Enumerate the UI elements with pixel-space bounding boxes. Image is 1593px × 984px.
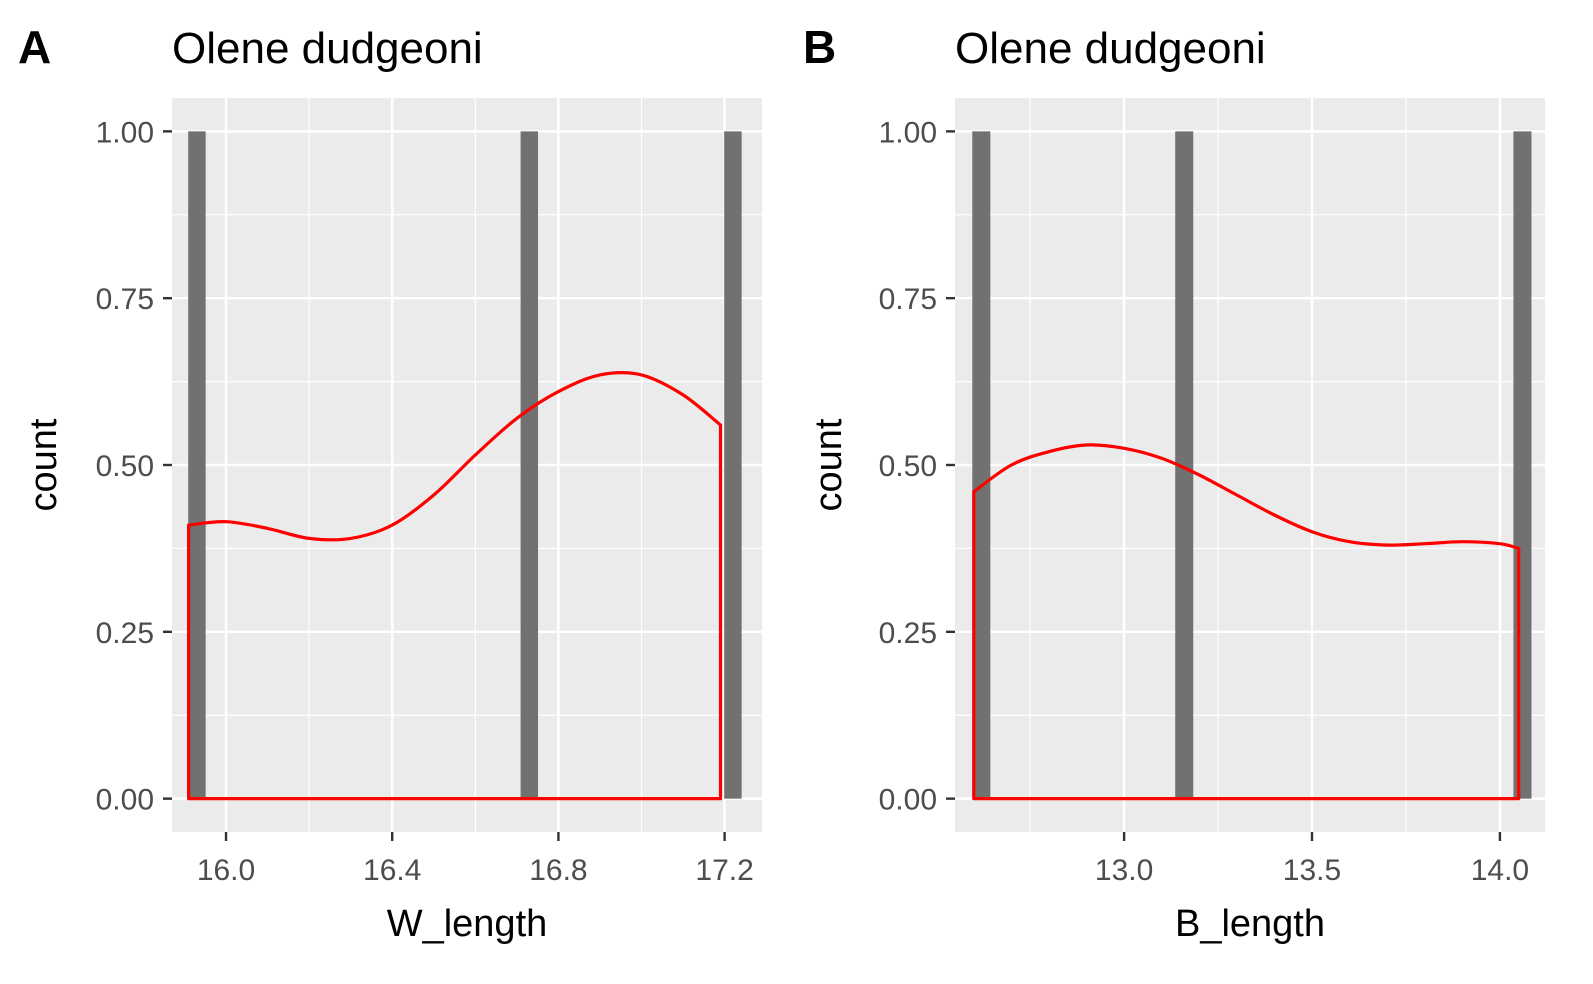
panel-tag: B (803, 21, 836, 73)
density-curve (187, 371, 723, 801)
chart-title: Olene dudgeoni (955, 24, 1266, 73)
y-axis-title: count (23, 418, 65, 511)
panel-tag: A (18, 21, 51, 73)
x-tick-label: 13.0 (1095, 854, 1153, 887)
x-tick-label: 16.4 (363, 854, 421, 887)
x-tick-label: 16.8 (529, 854, 587, 887)
y-tick-label: 0.00 (879, 784, 937, 817)
y-tick-label: 1.00 (879, 116, 937, 149)
y-tick-label: 1.00 (96, 116, 154, 149)
y-tick-label: 0.00 (96, 784, 154, 817)
panel-a: 0.00 0.25 0.50 0.75 1.00 16.0 16.4 16.8 17.2 W_le… (18, 21, 762, 945)
y-tick-label: 0.50 (96, 450, 154, 483)
histogram-bar (724, 131, 742, 799)
x-tick-label: 17.2 (695, 854, 753, 887)
density-curve (972, 443, 1521, 801)
x-axis-title: B_length (1175, 903, 1325, 945)
y-tick-label: 0.75 (96, 283, 154, 316)
y-axis-title: count (808, 418, 850, 511)
panel-b: 0.00 0.25 0.50 0.75 1.00 13.0 13.5 14.0 B_length… (803, 21, 1545, 945)
x-tick-label: 14.0 (1471, 854, 1529, 887)
histogram-bar (188, 131, 206, 799)
chart-title: Olene dudgeoni (172, 24, 483, 73)
histogram-bar (972, 131, 991, 799)
x-axis-title: W_length (387, 903, 548, 945)
y-tick-label: 0.75 (879, 283, 937, 316)
histogram-bar (520, 131, 539, 799)
y-tick-label: 0.25 (879, 617, 937, 650)
histogram-bar (1175, 131, 1194, 799)
y-tick-label: 0.50 (879, 450, 937, 483)
y-tick-label: 0.25 (96, 617, 154, 650)
histogram-bar (1513, 131, 1532, 799)
x-tick-label: 16.0 (197, 854, 255, 887)
x-tick-label: 13.5 (1283, 854, 1341, 887)
